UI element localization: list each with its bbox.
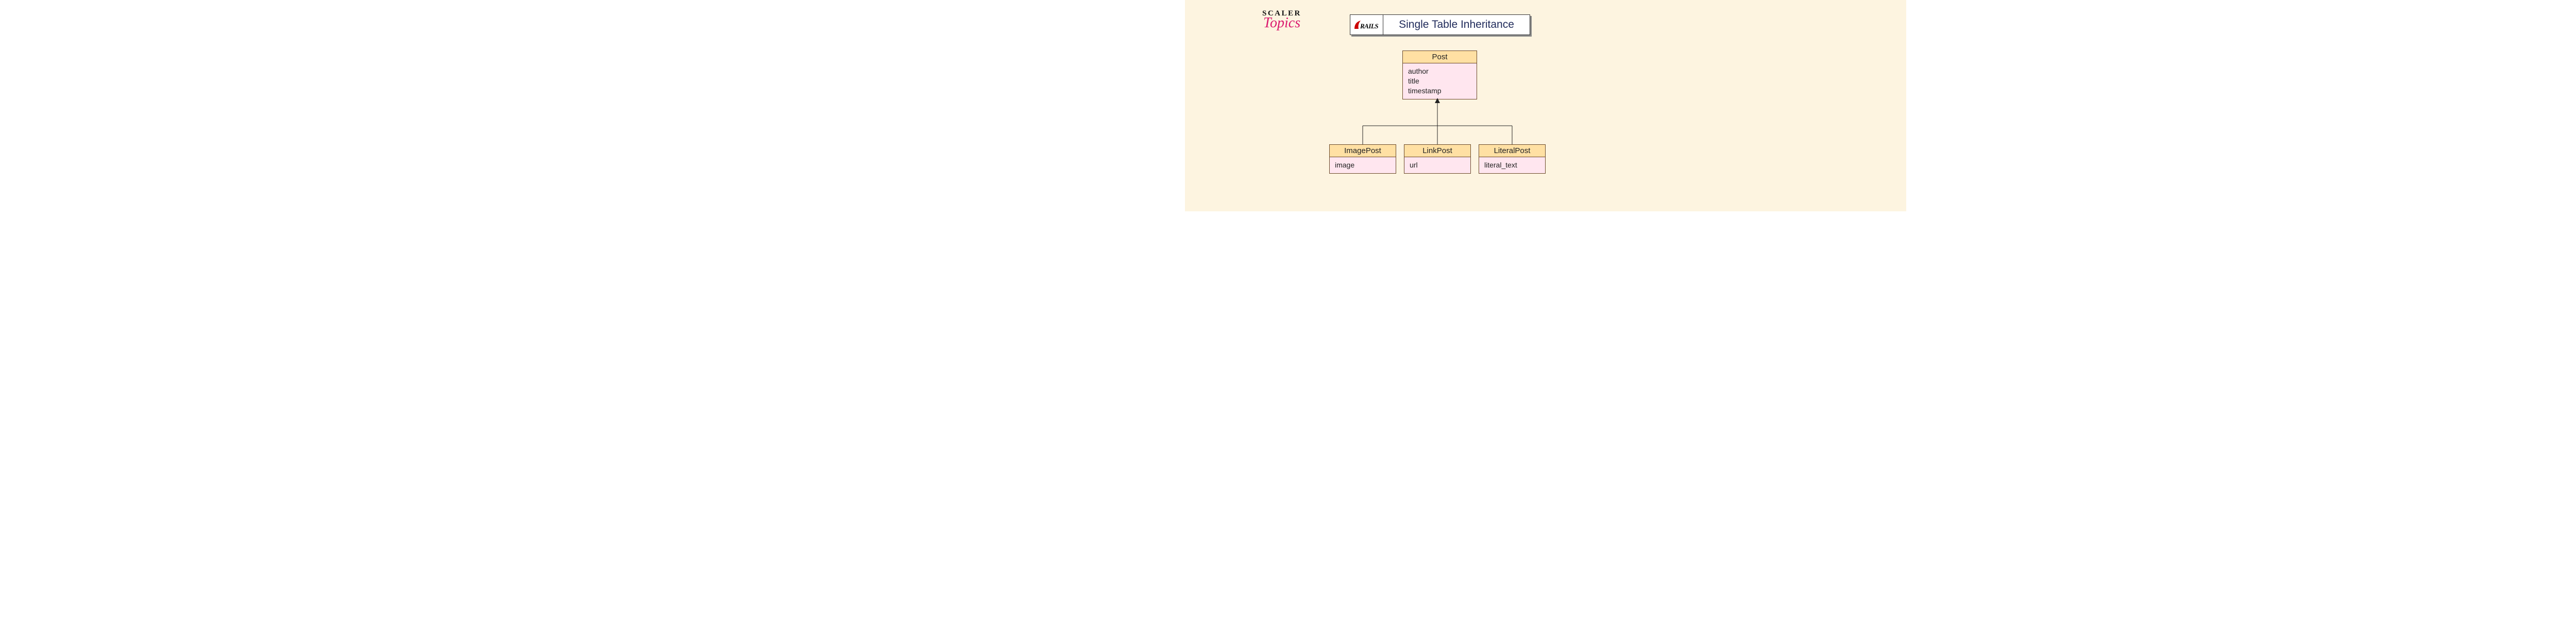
class-post-name: Post [1403,51,1477,63]
class-post-attr: title [1408,76,1471,86]
rails-logo: RAILS [1350,15,1383,35]
class-post: Post author title timestamp [1402,51,1477,99]
class-imagepost-attr: image [1335,160,1391,170]
diagram-stage: SCALER Topics RAILS Single Table Inherit… [1185,0,1906,211]
class-imagepost-name: ImagePost [1330,145,1396,157]
title-box: RAILS Single Table Inheritance [1350,14,1530,35]
class-linkpost-attr: url [1410,160,1465,170]
class-literalpost-attr: literal_text [1484,160,1540,170]
class-imagepost: ImagePost image [1329,144,1396,174]
svg-text:RAILS: RAILS [1360,22,1378,30]
page-title: Single Table Inheritance [1383,15,1530,35]
class-post-body: author title timestamp [1403,63,1477,99]
class-linkpost-body: url [1404,157,1470,173]
brand-logo: SCALER Topics [1262,9,1301,31]
class-linkpost: LinkPost url [1404,144,1471,174]
class-linkpost-name: LinkPost [1404,145,1470,157]
brand-topics: Topics [1263,15,1301,31]
class-literalpost-body: literal_text [1479,157,1545,173]
class-post-attr: timestamp [1408,86,1471,96]
class-imagepost-body: image [1330,157,1396,173]
inheritance-connectors [1185,0,1906,211]
class-literalpost-name: LiteralPost [1479,145,1545,157]
class-post-attr: author [1408,66,1471,76]
class-literalpost: LiteralPost literal_text [1479,144,1546,174]
